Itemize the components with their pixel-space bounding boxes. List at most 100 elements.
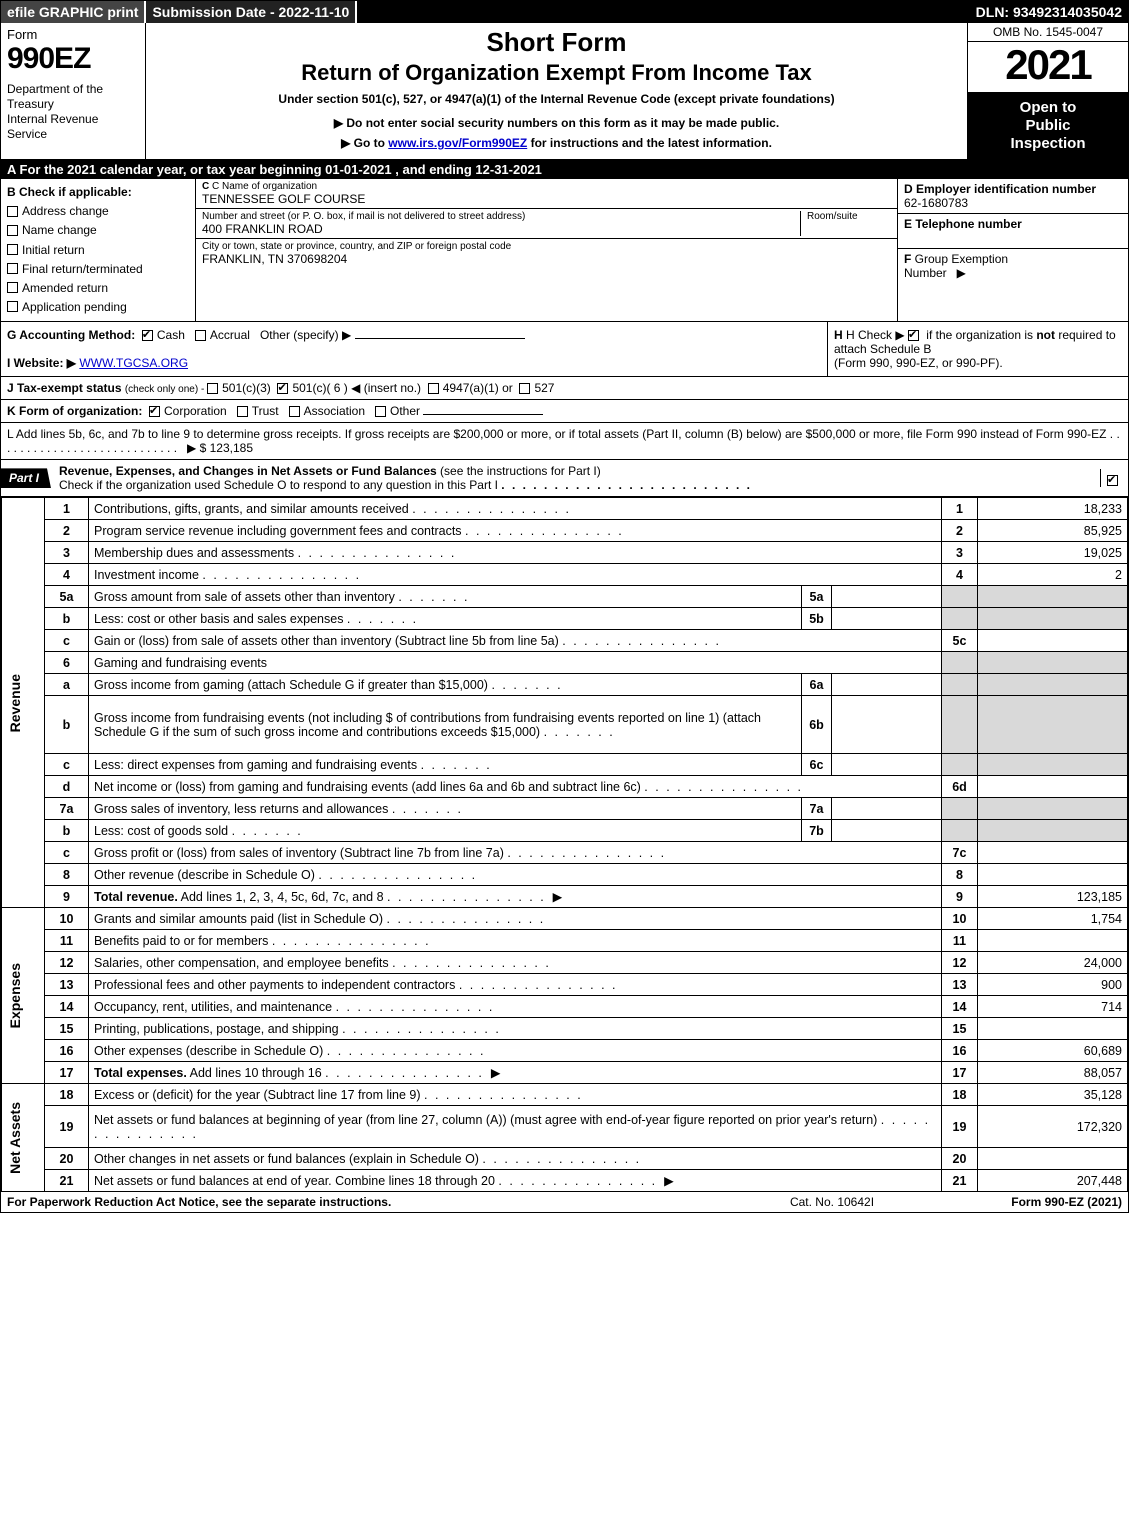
group-label: F Group ExemptionNumber ▶ — [904, 252, 1122, 280]
section-b: B Check if applicable: Address change Na… — [1, 179, 196, 321]
line-no: 11 — [45, 930, 89, 952]
checkbox-association[interactable] — [289, 406, 300, 417]
header-left: Form 990EZ Department of the Treasury In… — [1, 23, 146, 159]
table-row: 4Investment income . . . . . . . . . . .… — [2, 564, 1128, 586]
line-amount — [978, 864, 1128, 886]
part-1-title: Revenue, Expenses, and Changes in Net As… — [59, 460, 1100, 496]
right-num-shade — [942, 586, 978, 608]
efile-print-button[interactable]: efile GRAPHIC print — [1, 1, 146, 23]
line-desc: Benefits paid to or for members . . . . … — [89, 930, 942, 952]
sub-amount — [832, 754, 942, 776]
irs-link[interactable]: www.irs.gov/Form990EZ — [388, 136, 527, 150]
checkbox-trust[interactable] — [237, 406, 248, 417]
checkbox-other-org[interactable] — [375, 406, 386, 417]
line-ref-no: 3 — [942, 542, 978, 564]
line-no: 4 — [45, 564, 89, 586]
checkbox-initial-return[interactable]: Initial return — [7, 241, 189, 260]
line-amount: 123,185 — [978, 886, 1128, 908]
checkbox-501c[interactable] — [277, 383, 288, 394]
line-ref-no: 13 — [942, 974, 978, 996]
checkbox-accrual[interactable] — [195, 330, 206, 341]
phone-label: E Telephone number — [904, 217, 1122, 231]
checkbox-527[interactable] — [519, 383, 530, 394]
line-desc: Gross income from fundraising events (no… — [89, 696, 802, 754]
table-row: Net Assets18Excess or (deficit) for the … — [2, 1084, 1128, 1106]
right-num-shade — [942, 820, 978, 842]
line-no: c — [45, 630, 89, 652]
checkbox-corporation[interactable] — [149, 406, 160, 417]
title-sub: Under section 501(c), 527, or 4947(a)(1)… — [154, 92, 959, 106]
line-amount: 18,233 — [978, 498, 1128, 520]
tax-year: 2021 — [968, 42, 1128, 93]
checkbox-schedule-b[interactable] — [908, 330, 919, 341]
line-desc: Other changes in net assets or fund bala… — [89, 1148, 942, 1170]
table-row: cLess: direct expenses from gaming and f… — [2, 754, 1128, 776]
checkbox-name-change[interactable]: Name change — [7, 221, 189, 240]
line-g: G Accounting Method: Cash Accrual Other … — [1, 322, 828, 376]
right-num-shade — [942, 674, 978, 696]
checkbox-4947[interactable] — [428, 383, 439, 394]
checkbox-final-return[interactable]: Final return/terminated — [7, 260, 189, 279]
part-1-table: Revenue1Contributions, gifts, grants, an… — [1, 497, 1128, 1192]
top-bar: efile GRAPHIC print Submission Date - 20… — [1, 1, 1128, 23]
table-row: Expenses10Grants and similar amounts pai… — [2, 908, 1128, 930]
part-1-check[interactable] — [1100, 469, 1128, 487]
row-g-h: G Accounting Method: Cash Accrual Other … — [1, 322, 1128, 377]
checkbox-cash[interactable] — [142, 330, 153, 341]
checkbox-amended-return[interactable]: Amended return — [7, 279, 189, 298]
open-public-inspection: Open to Public Inspection — [968, 93, 1128, 159]
right-amt-shade — [978, 608, 1128, 630]
line-no: 21 — [45, 1170, 89, 1192]
table-row: bLess: cost of goods sold . . . . . . .7… — [2, 820, 1128, 842]
line-no: 13 — [45, 974, 89, 996]
section-def: D Employer identification number 62-1680… — [898, 179, 1128, 321]
sub-amount — [832, 674, 942, 696]
table-row: 13Professional fees and other payments t… — [2, 974, 1128, 996]
right-num-shade — [942, 652, 978, 674]
line-no: 1 — [45, 498, 89, 520]
checkbox-501c3[interactable] — [207, 383, 218, 394]
goto-note: ▶ Go to www.irs.gov/Form990EZ for instru… — [154, 136, 959, 150]
ein-label: D Employer identification number — [904, 182, 1122, 196]
street: 400 FRANKLIN ROAD — [202, 222, 794, 236]
checkbox-address-change[interactable]: Address change — [7, 202, 189, 221]
table-row: bGross income from fundraising events (n… — [2, 696, 1128, 754]
line-desc: Gross amount from sale of assets other t… — [89, 586, 802, 608]
right-num-shade — [942, 798, 978, 820]
table-row: 5aGross amount from sale of assets other… — [2, 586, 1128, 608]
line-no: b — [45, 696, 89, 754]
section-label-revenue: Revenue — [2, 498, 45, 908]
line-desc: Total revenue. Add lines 1, 2, 3, 4, 5c,… — [89, 886, 942, 908]
right-amt-shade — [978, 674, 1128, 696]
sub-amount — [832, 798, 942, 820]
city-label: City or town, state or province, country… — [202, 241, 891, 252]
section-label-netassets: Net Assets — [2, 1084, 45, 1192]
table-row: 6Gaming and fundraising events — [2, 652, 1128, 674]
line-no: 6 — [45, 652, 89, 674]
table-row: 9Total revenue. Add lines 1, 2, 3, 4, 5c… — [2, 886, 1128, 908]
line-desc: Gross sales of inventory, less returns a… — [89, 798, 802, 820]
line-ref-no: 8 — [942, 864, 978, 886]
line-ref-no: 4 — [942, 564, 978, 586]
line-ref-no: 2 — [942, 520, 978, 542]
table-row: 16Other expenses (describe in Schedule O… — [2, 1040, 1128, 1062]
line-no: b — [45, 820, 89, 842]
group-exemption-row: F Group ExemptionNumber ▶ — [898, 249, 1128, 283]
checkbox-application-pending[interactable]: Application pending — [7, 298, 189, 317]
right-amt-shade — [978, 586, 1128, 608]
goto-pre: ▶ Go to — [341, 136, 388, 150]
line-no: 16 — [45, 1040, 89, 1062]
line-k: K Form of organization: Corporation Trus… — [1, 400, 1128, 423]
right-amt-shade — [978, 798, 1128, 820]
table-row: 3Membership dues and assessments . . . .… — [2, 542, 1128, 564]
line-no: 5a — [45, 586, 89, 608]
catalog-number: Cat. No. 10642I — [722, 1195, 942, 1209]
table-row: dNet income or (loss) from gaming and fu… — [2, 776, 1128, 798]
line-amount — [978, 930, 1128, 952]
website-link[interactable]: WWW.TGCSA.ORG — [79, 356, 188, 370]
line-no: c — [45, 842, 89, 864]
line-desc: Excess or (deficit) for the year (Subtra… — [89, 1084, 942, 1106]
page-footer: For Paperwork Reduction Act Notice, see … — [1, 1192, 1128, 1212]
line-i: I Website: ▶ WWW.TGCSA.ORG — [7, 356, 821, 370]
table-row: 19Net assets or fund balances at beginni… — [2, 1106, 1128, 1148]
